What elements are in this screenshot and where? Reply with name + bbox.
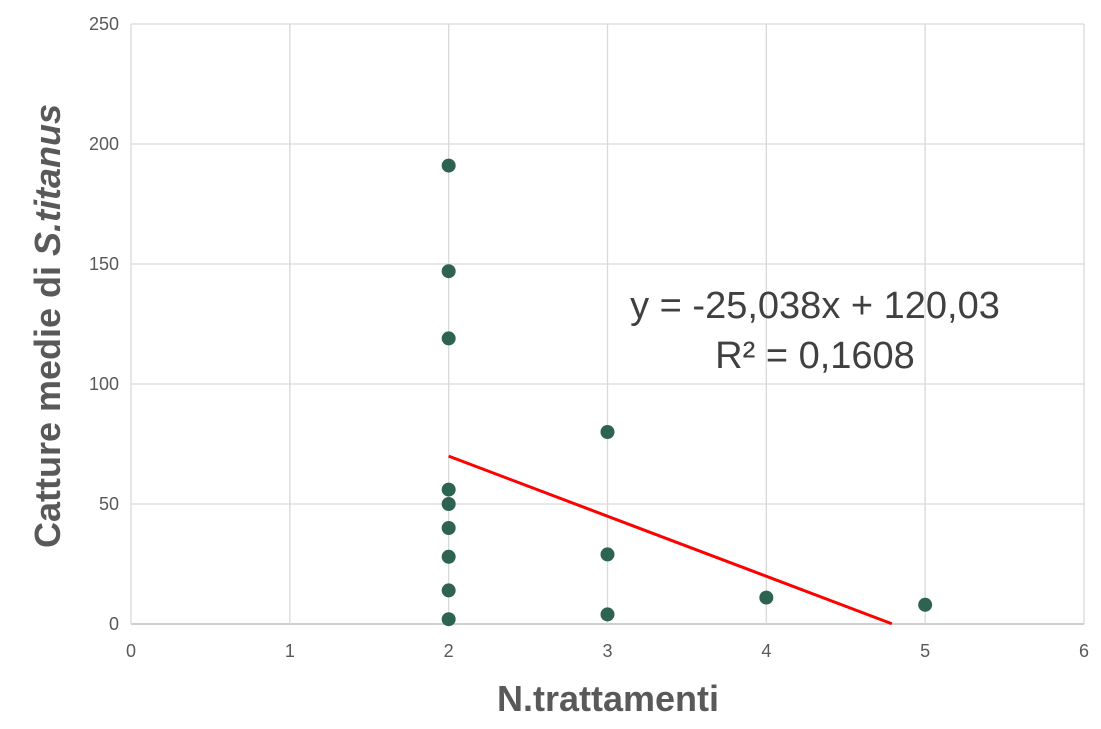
data-points [441,158,933,627]
y-axis-title-italic: S.titanus [27,104,68,256]
y-tick-label: 0 [109,614,119,634]
y-tick-label: 100 [89,374,119,394]
tick-labels: 0 50 100 150 200 250 0 1 2 3 4 5 6 [89,14,1089,661]
data-point [600,547,615,562]
y-axis-title-main: Catture medie di [27,256,68,548]
y-tick-label: 250 [89,14,119,34]
x-tick-label: 3 [602,641,612,661]
trendline-group [448,454,893,626]
y-tick-label: 200 [89,134,119,154]
x-tick-label: 2 [444,641,454,661]
data-point [759,590,774,605]
x-tick-label: 6 [1079,641,1089,661]
grid [130,23,1085,625]
data-point [441,583,456,598]
data-point [441,158,456,173]
x-tick-label: 4 [761,641,771,661]
data-point [441,521,456,535]
data-point [441,264,456,279]
data-point [441,331,456,346]
y-tick-label: 50 [99,494,119,514]
data-point [441,482,456,497]
trendline-equation: y = -25,038x + 120,03 [630,285,1000,327]
x-tick-label: 5 [920,641,930,661]
x-axis-title: N.trattamenti [497,678,719,719]
y-tick-label: 150 [89,254,119,274]
x-tick-label: 1 [285,641,295,661]
x-tick-label: 0 [126,641,136,661]
trendline [448,454,893,626]
trendline-r-squared: R² = 0,1608 [715,335,915,377]
y-axis-title: Catture medie di S.titanus [27,104,68,548]
data-point [441,549,456,564]
data-point [441,612,456,627]
data-point [918,597,933,612]
data-point [441,497,456,511]
data-point [600,425,615,439]
data-point [600,607,615,622]
